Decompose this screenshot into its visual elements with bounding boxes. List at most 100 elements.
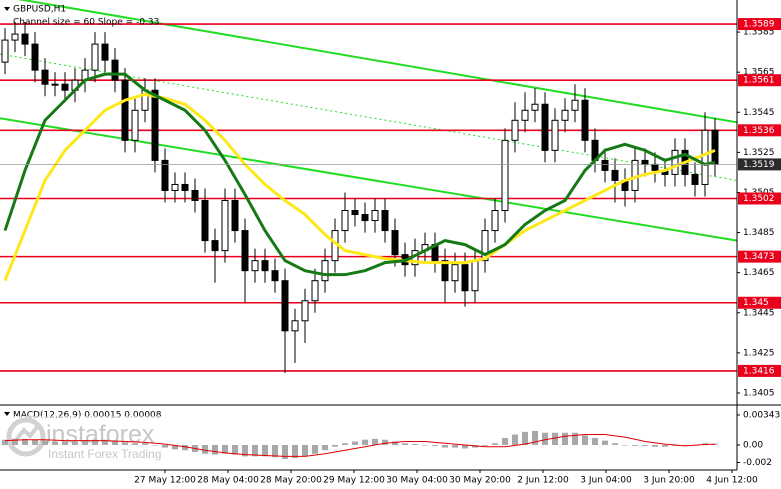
- candle-body: [151, 89, 159, 161]
- y-tick-label: 1.3545: [743, 108, 775, 118]
- y-tick-label: 0.00: [743, 440, 763, 450]
- logo: [6, 417, 46, 457]
- macd-bar: [452, 444, 458, 448]
- macd-bar: [32, 439, 38, 445]
- x-tick-label: 28 May 20:00: [260, 476, 322, 486]
- x-tick-label: 3 Jun 04:00: [580, 476, 632, 486]
- candle-body: [101, 43, 109, 61]
- y-tick-label: -0.002: [743, 458, 772, 468]
- macd-bar: [12, 438, 18, 445]
- macd-bar: [372, 438, 378, 445]
- macd-bar: [262, 444, 268, 457]
- candle-body: [481, 230, 489, 262]
- macd-bar: [252, 444, 258, 457]
- level-label-bg: [738, 296, 781, 309]
- candle-body: [61, 83, 69, 91]
- level-label: 1.3589: [743, 20, 775, 30]
- candle-body: [641, 159, 649, 165]
- macd-bar: [552, 432, 558, 445]
- last-price-bg: [738, 158, 781, 171]
- candle-body: [121, 79, 129, 141]
- candle-body: [301, 300, 309, 322]
- candle-body: [201, 199, 209, 242]
- macd-bar: [632, 444, 638, 446]
- candle-body: [171, 183, 179, 191]
- macd-bar: [42, 440, 48, 445]
- candle-body: [261, 260, 269, 272]
- macd-bar: [212, 444, 218, 455]
- chart-subtitle: Channel size = 60 Slope = -0.33: [13, 18, 159, 28]
- candle-body: [491, 210, 499, 232]
- candle-body: [691, 173, 699, 185]
- level-label: 1.3536: [743, 126, 775, 136]
- macd-title: MACD(12,26,9) 0.00015 0.00008: [13, 411, 162, 421]
- macd-bar: [662, 444, 668, 447]
- candle-body: [181, 183, 189, 191]
- macd-bar: [602, 440, 608, 445]
- macd-bar: [152, 444, 158, 446]
- macd-bar: [562, 432, 568, 445]
- candle-body: [671, 149, 679, 175]
- candle-body: [1, 39, 9, 63]
- last-price-label: 1.3519: [743, 160, 775, 170]
- macd-bar: [492, 443, 498, 445]
- macd-bar: [222, 444, 228, 454]
- candle-body: [51, 83, 59, 86]
- macd-bar: [392, 441, 398, 445]
- candle-body: [511, 119, 519, 141]
- macd-bar: [342, 443, 348, 445]
- macd-bar: [512, 434, 518, 445]
- candle-body: [611, 169, 619, 181]
- macd-bar: [242, 444, 248, 457]
- macd-bar: [182, 444, 188, 451]
- macd-bar: [402, 443, 408, 445]
- level-label: 1.3473: [743, 252, 775, 262]
- candle-body: [231, 199, 239, 232]
- candle-body: [211, 240, 219, 252]
- macd-bar: [522, 431, 528, 445]
- candle-body: [351, 210, 359, 216]
- candle-body: [651, 163, 659, 171]
- candle-body: [701, 129, 709, 185]
- macd-bar: [122, 442, 128, 445]
- candle-body: [581, 99, 589, 141]
- y-tick-label: 1.3445: [743, 308, 775, 318]
- macd-bar: [132, 443, 138, 445]
- candle-body: [41, 69, 49, 85]
- candle-body: [531, 103, 539, 111]
- macd-bar: [52, 441, 58, 445]
- macd-bar: [22, 438, 28, 445]
- macd-bar: [292, 444, 298, 459]
- level-label-bg: [738, 192, 781, 205]
- candle-body: [441, 260, 449, 282]
- candle-body: [291, 320, 299, 332]
- y-tick-label: 0.00343: [743, 410, 780, 420]
- x-tick-label: 2 Jun 12:00: [517, 476, 569, 486]
- watermark-tagline: Instant Forex Trading: [48, 447, 161, 461]
- candle-body: [21, 33, 29, 45]
- candle-body: [391, 230, 399, 256]
- macd-bar: [142, 443, 148, 445]
- macd-bar: [422, 444, 428, 446]
- macd-bar: [232, 444, 238, 455]
- macd-bar: [332, 444, 338, 447]
- macd-bar: [462, 444, 468, 449]
- candle-body: [551, 119, 559, 151]
- channel-line: [17, 0, 738, 124]
- chart-title: GBPUSD,H1: [13, 5, 66, 15]
- candle-body: [561, 109, 569, 121]
- x-tick-label: 30 May 04:00: [386, 476, 448, 486]
- y-tick-label: 1.3425: [743, 348, 775, 358]
- macd-bar: [532, 430, 538, 445]
- candle-body: [281, 280, 289, 332]
- price-panel: [0, 0, 738, 373]
- level-label: 1.345: [743, 298, 769, 308]
- title-icon: [4, 412, 10, 416]
- macd-bar: [352, 441, 358, 445]
- candle-body: [451, 264, 459, 282]
- macd-bar: [312, 444, 318, 454]
- macd-bar: [432, 444, 438, 446]
- macd-bar: [282, 444, 288, 459]
- candle-body: [111, 59, 119, 81]
